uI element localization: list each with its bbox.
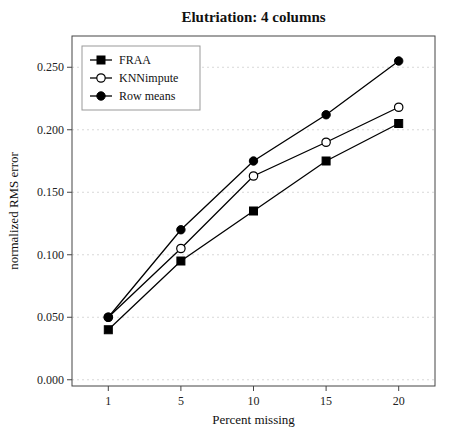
y-tick	[67, 254, 72, 255]
series-line	[108, 124, 398, 330]
point	[250, 207, 258, 215]
point	[177, 257, 185, 265]
y-tick	[67, 67, 72, 68]
y-tick	[67, 379, 72, 380]
y-tick-label: 0.050	[37, 310, 64, 324]
plot-frame	[72, 36, 435, 386]
x-tick-label: 1	[105, 394, 111, 408]
y-tick-label: 0.250	[37, 60, 64, 74]
grid-line	[72, 192, 435, 193]
axes: 0.0000.0500.1000.1500.2000.25015101520	[37, 36, 435, 408]
y-tick	[67, 192, 72, 193]
point	[249, 157, 257, 165]
y-axis-label: normalized RMS error	[6, 151, 21, 269]
data	[104, 57, 403, 334]
x-axis-label: Percent missing	[212, 412, 295, 427]
y-tick	[67, 129, 72, 130]
y-tick-label: 0.200	[37, 123, 64, 137]
point	[395, 103, 403, 111]
point	[177, 226, 185, 234]
legend-label: FRAA	[119, 53, 151, 67]
point	[395, 120, 403, 128]
x-tick	[253, 386, 254, 391]
legend-marker	[97, 74, 105, 82]
point	[249, 172, 257, 180]
x-tick	[180, 386, 181, 391]
legend-box	[82, 46, 200, 110]
chart: 0.0000.0500.1000.1500.2000.25015101520El…	[0, 0, 451, 438]
point	[322, 138, 330, 146]
grid-line	[72, 379, 435, 380]
point	[322, 111, 330, 119]
title: Elutriation: 4 columns	[181, 9, 325, 25]
x-tick	[326, 386, 327, 391]
point	[177, 244, 185, 252]
grid-line	[72, 254, 435, 255]
grid-line	[72, 317, 435, 318]
legend-label: Row means	[119, 89, 176, 103]
point	[104, 313, 112, 321]
x-tick-label: 10	[248, 394, 260, 408]
x-tick	[398, 386, 399, 391]
series-line	[108, 61, 398, 317]
point	[395, 57, 403, 65]
x-tick-label: 15	[320, 394, 332, 408]
series-line	[108, 107, 398, 317]
y-tick-label: 0.150	[37, 185, 64, 199]
y-tick-label: 0.000	[37, 373, 64, 387]
legend: FRAA KNNimpute Row means	[82, 46, 200, 110]
point	[322, 157, 330, 165]
legend-marker	[97, 92, 105, 100]
point	[104, 326, 112, 334]
y-tick	[67, 317, 72, 318]
x-tick	[108, 386, 109, 391]
legend-marker	[97, 56, 105, 64]
point	[104, 313, 112, 321]
grid-line	[72, 129, 435, 130]
y-tick-label: 0.100	[37, 248, 64, 262]
legend-label: KNNimpute	[119, 71, 178, 85]
x-tick-label: 20	[393, 394, 405, 408]
x-tick-label: 5	[178, 394, 184, 408]
